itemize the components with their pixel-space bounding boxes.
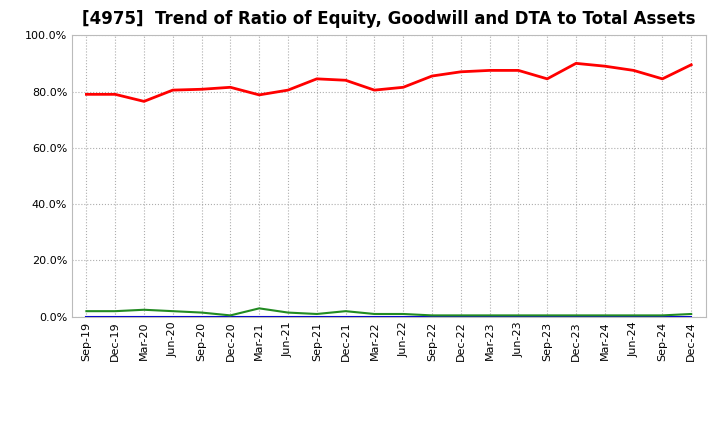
Deferred Tax Assets: [456, 313, 465, 318]
Line: Deferred Tax Assets: Deferred Tax Assets: [86, 308, 691, 315]
Deferred Tax Assets: [226, 313, 235, 318]
Equity: [456, 69, 465, 74]
Deferred Tax Assets: [543, 313, 552, 318]
Goodwill: [456, 314, 465, 319]
Equity: [428, 73, 436, 79]
Goodwill: [399, 314, 408, 319]
Deferred Tax Assets: [658, 313, 667, 318]
Goodwill: [600, 314, 609, 319]
Goodwill: [140, 314, 148, 319]
Equity: [341, 77, 350, 83]
Deferred Tax Assets: [399, 312, 408, 317]
Goodwill: [687, 314, 696, 319]
Deferred Tax Assets: [600, 313, 609, 318]
Goodwill: [197, 314, 206, 319]
Equity: [82, 92, 91, 97]
Equity: [687, 62, 696, 67]
Goodwill: [341, 314, 350, 319]
Goodwill: [82, 314, 91, 319]
Goodwill: [312, 314, 321, 319]
Equity: [370, 88, 379, 93]
Equity: [514, 68, 523, 73]
Title: [4975]  Trend of Ratio of Equity, Goodwill and DTA to Total Assets: [4975] Trend of Ratio of Equity, Goodwil…: [82, 10, 696, 28]
Equity: [543, 76, 552, 81]
Goodwill: [543, 314, 552, 319]
Deferred Tax Assets: [514, 313, 523, 318]
Equity: [312, 76, 321, 81]
Equity: [399, 84, 408, 90]
Deferred Tax Assets: [111, 308, 120, 314]
Equity: [629, 68, 638, 73]
Goodwill: [658, 314, 667, 319]
Goodwill: [572, 314, 580, 319]
Deferred Tax Assets: [197, 310, 206, 315]
Deferred Tax Assets: [312, 312, 321, 317]
Goodwill: [514, 314, 523, 319]
Equity: [255, 92, 264, 98]
Goodwill: [428, 314, 436, 319]
Deferred Tax Assets: [370, 312, 379, 317]
Line: Equity: Equity: [86, 63, 691, 101]
Deferred Tax Assets: [485, 313, 494, 318]
Deferred Tax Assets: [572, 313, 580, 318]
Equity: [226, 84, 235, 90]
Deferred Tax Assets: [341, 308, 350, 314]
Equity: [140, 99, 148, 104]
Deferred Tax Assets: [629, 313, 638, 318]
Equity: [111, 92, 120, 97]
Goodwill: [485, 314, 494, 319]
Deferred Tax Assets: [140, 307, 148, 312]
Deferred Tax Assets: [82, 308, 91, 314]
Goodwill: [255, 314, 264, 319]
Deferred Tax Assets: [168, 308, 177, 314]
Deferred Tax Assets: [687, 312, 696, 317]
Deferred Tax Assets: [255, 306, 264, 311]
Goodwill: [168, 314, 177, 319]
Goodwill: [284, 314, 292, 319]
Goodwill: [370, 314, 379, 319]
Equity: [284, 88, 292, 93]
Goodwill: [629, 314, 638, 319]
Equity: [658, 76, 667, 81]
Equity: [197, 87, 206, 92]
Goodwill: [226, 314, 235, 319]
Deferred Tax Assets: [428, 313, 436, 318]
Equity: [168, 88, 177, 93]
Deferred Tax Assets: [284, 310, 292, 315]
Goodwill: [111, 314, 120, 319]
Equity: [600, 63, 609, 69]
Equity: [572, 61, 580, 66]
Equity: [485, 68, 494, 73]
